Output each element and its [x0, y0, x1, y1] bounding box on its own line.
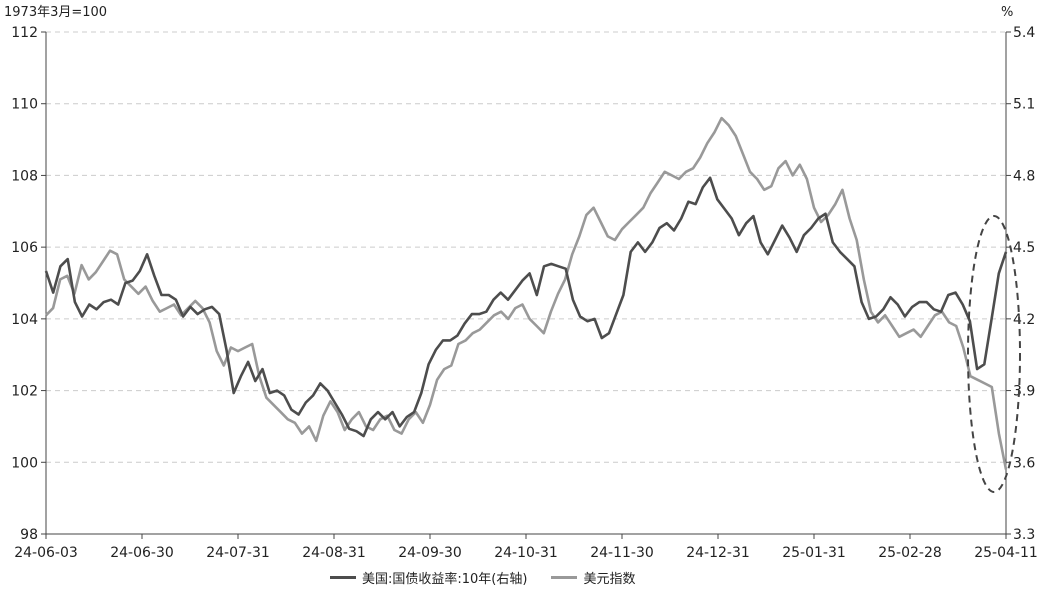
left-axis-ticks: 112 110 108 106 104 102 100 98	[11, 25, 46, 543]
grid-lines	[46, 31, 1006, 463]
x-tick-label: 25-04-11	[974, 545, 1038, 561]
legend-label-dxy: 美元指数	[583, 572, 636, 587]
right-tick-label: 4.5	[1013, 240, 1035, 256]
left-tick-label: 100	[11, 455, 38, 471]
left-tick-label: 104	[11, 312, 38, 328]
yield-series-line	[44, 176, 1008, 438]
highlight-ellipse	[967, 215, 1021, 493]
x-tick-label: 24-08-31	[302, 545, 366, 561]
right-axis-ticks: 5.4 5.1 4.8 4.5 4.2 3.9 3.6 3.3	[1006, 25, 1035, 543]
left-tick-label: 98	[20, 527, 38, 543]
x-tick-label: 24-10-31	[494, 545, 558, 561]
x-tick-label: 24-11-30	[590, 545, 654, 561]
left-tick-label: 110	[11, 97, 38, 113]
legend-swatch-yield	[330, 576, 356, 579]
dollar-index-series-line	[45, 116, 1008, 470]
x-axis-ticks: 24-06-03 24-06-30 24-07-31 24-08-31 24-09-30…	[14, 534, 1038, 561]
right-tick-label: 3.3	[1013, 527, 1035, 543]
x-tick-label: 24-06-03	[14, 545, 78, 561]
legend-swatch-dxy	[551, 576, 578, 579]
right-axis-unit-label: %	[1001, 5, 1013, 20]
right-tick-label: 5.4	[1013, 25, 1035, 41]
left-tick-label: 106	[11, 240, 38, 256]
left-axis-unit-label: 1973年3月=100	[4, 5, 107, 20]
legend-item-dxy: 美元指数	[551, 568, 635, 587]
x-tick-label: 25-01-31	[782, 545, 846, 561]
legend-label-yield: 美国:国债收益率:10年(右轴)	[362, 572, 528, 587]
x-tick-label: 24-09-30	[398, 545, 462, 561]
left-tick-label: 102	[11, 384, 38, 400]
x-tick-label: 24-06-30	[110, 545, 174, 561]
right-tick-label: 3.9	[1013, 384, 1035, 400]
x-tick-label: 24-07-31	[206, 545, 270, 561]
left-tick-label: 112	[11, 25, 38, 41]
series-lines	[44, 116, 1008, 470]
right-tick-label: 3.6	[1013, 455, 1035, 471]
right-tick-label: 4.2	[1013, 312, 1035, 328]
right-tick-label: 4.8	[1013, 168, 1035, 184]
left-tick-label: 108	[11, 168, 38, 184]
legend: 美国:国债收益率:10年(右轴) 美元指数	[330, 568, 635, 587]
right-tick-label: 5.1	[1013, 97, 1035, 113]
x-tick-label: 25-02-28	[878, 545, 942, 561]
x-tick-label: 24-12-31	[686, 545, 750, 561]
legend-item-yield: 美国:国债收益率:10年(右轴)	[330, 568, 527, 587]
